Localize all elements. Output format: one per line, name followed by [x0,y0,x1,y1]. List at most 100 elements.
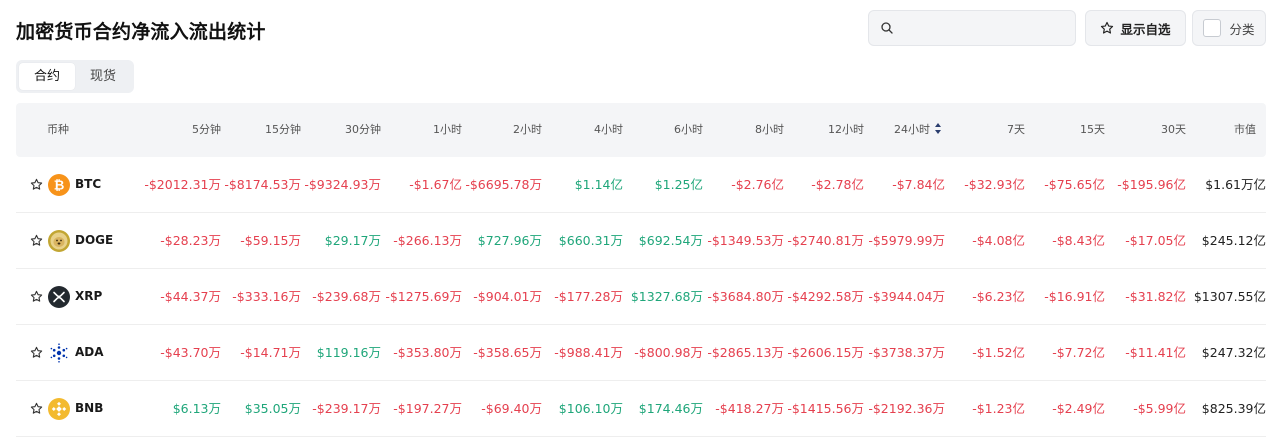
netflow-7d: -$32.93亿 [964,177,1025,192]
netflow-5m: -$2012.31万 [144,177,221,192]
netflow-8h: -$2865.13万 [707,345,784,360]
netflow-table: 币种 5分钟 15分钟 30分钟 1小时 2小时 4小时 6小时 8小时 12小… [16,103,1266,437]
header-6h[interactable]: 6小时 [674,123,703,136]
netflow-30d: -$31.82亿 [1125,289,1186,304]
header-7d[interactable]: 7天 [1007,123,1025,136]
favorite-star-icon[interactable] [30,346,43,359]
netflow-24h: -$3738.37万 [868,345,945,360]
netflow-8h: -$418.27万 [715,401,784,416]
coin-symbol[interactable]: BNB [75,401,104,415]
header-15m[interactable]: 15分钟 [265,123,301,136]
coin-symbol[interactable]: BTC [75,177,102,191]
header-1h[interactable]: 1小时 [433,123,462,136]
favorite-star-icon[interactable] [30,178,43,191]
netflow-2h: $727.96万 [477,233,542,248]
coin-symbol[interactable]: DOGE [75,233,114,247]
netflow-5m: -$28.23万 [160,233,221,248]
netflow-30d: -$195.96亿 [1117,177,1186,192]
header-24h[interactable]: 24小时 [842,103,942,157]
netflow-4h: -$988.41万 [554,345,623,360]
netflow-5m: -$44.37万 [160,289,221,304]
netflow-15d: -$7.72亿 [1052,345,1105,360]
netflow-30d: -$17.05亿 [1125,233,1186,248]
market-cap: $1.61万亿 [1205,177,1266,192]
search-input[interactable] [903,17,1067,41]
netflow-6h: $1.25亿 [654,177,703,192]
netflow-6h: -$800.98万 [634,345,703,360]
show-favorites-label: 显示自选 [1120,21,1171,37]
star-icon [1101,21,1114,34]
netflow-4h: -$177.28万 [554,289,623,304]
netflow-2h: -$6695.78万 [465,177,542,192]
favorite-star-icon[interactable] [30,402,43,415]
sort-icon[interactable] [935,123,942,135]
netflow-12h: -$2740.81万 [787,233,864,248]
category-toggle[interactable]: 分类 [1192,10,1266,46]
coin-symbol[interactable]: XRP [75,289,103,303]
doge-icon [48,230,70,252]
netflow-4h: $106.10万 [558,401,623,416]
netflow-12h: -$4292.58万 [787,289,864,304]
netflow-15m: -$14.71万 [240,345,301,360]
header-30m[interactable]: 30分钟 [345,123,381,136]
netflow-2h: -$69.40万 [481,401,542,416]
svg-text:₿: ₿ [54,179,65,194]
table-header: 币种 5分钟 15分钟 30分钟 1小时 2小时 4小时 6小时 8小时 12小… [16,103,1266,157]
favorite-star-icon[interactable] [30,234,43,247]
netflow-30m: -$239.17万 [312,401,381,416]
header-8h[interactable]: 8小时 [755,123,784,136]
table-row[interactable]: DOGE -$28.23万 -$59.15万 $29.17万 -$266.13万 $727… [16,213,1266,269]
search-icon [881,22,893,34]
netflow-30m: -$9324.93万 [304,177,381,192]
netflow-6h: $174.46万 [638,401,703,416]
netflow-30d: -$5.99亿 [1133,401,1186,416]
header-2h[interactable]: 2小时 [513,123,542,136]
search-box[interactable] [868,10,1076,46]
netflow-15m: -$59.15万 [240,233,301,248]
market-cap: $245.12亿 [1201,233,1266,248]
header-24h-label: 24小时 [894,123,930,136]
header-30d[interactable]: 30天 [1161,123,1186,136]
netflow-15m: -$8174.53万 [224,177,301,192]
netflow-30m: $29.17万 [324,233,381,248]
header-4h[interactable]: 4小时 [594,123,623,136]
header-5m[interactable]: 5分钟 [192,123,221,136]
netflow-15d: -$75.65亿 [1044,177,1105,192]
netflow-15d: -$16.91亿 [1044,289,1105,304]
market-cap: $1307.55亿 [1193,289,1266,304]
show-favorites-button[interactable]: 显示自选 [1085,10,1186,46]
table-row[interactable]: ADA -$43.70万 -$14.71万 $119.16万 -$353.80万 -$35… [16,325,1266,381]
netflow-1h: -$266.13万 [393,233,462,248]
netflow-15m: $35.05万 [244,401,301,416]
table-row[interactable]: ₿ BTC -$2012.31万 -$8174.53万 -$9324.93万 -$1.67… [16,157,1266,213]
header-12h[interactable]: 12小时 [828,123,864,136]
netflow-4h: $1.14亿 [574,177,623,192]
tab-spot[interactable]: 现货 [89,69,116,84]
netflow-8h: -$2.76亿 [731,177,784,192]
market-type-tabs: 合约 现货 [16,60,134,93]
table-row[interactable]: XRP -$44.37万 -$333.16万 -$239.68万 -$1275.69万 -… [16,269,1266,325]
category-label: 分类 [1229,21,1255,37]
netflow-12h: -$2606.15万 [787,345,864,360]
netflow-5m: $6.13万 [172,401,221,416]
netflow-7d: -$1.52亿 [972,345,1025,360]
header-15d[interactable]: 15天 [1080,123,1105,136]
favorite-star-icon[interactable] [30,290,43,303]
netflow-30m: -$239.68万 [312,289,381,304]
xrp-icon [48,286,70,308]
netflow-24h: -$7.84亿 [892,177,945,192]
category-checkbox[interactable] [1203,19,1222,37]
netflow-8h: -$3684.80万 [707,289,784,304]
table-row[interactable]: BNB $6.13万 $35.05万 -$239.17万 -$197.27万 -$69.4… [16,381,1266,437]
tab-futures[interactable]: 合约 [19,63,75,90]
coin-symbol[interactable]: ADA [75,345,104,359]
netflow-7d: -$4.08亿 [972,233,1025,248]
netflow-7d: -$6.23亿 [972,289,1025,304]
netflow-6h: $692.54万 [638,233,703,248]
netflow-7d: -$1.23亿 [972,401,1025,416]
header-market-cap[interactable]: 市值 [1234,123,1256,136]
netflow-1h: -$1275.69万 [385,289,462,304]
netflow-1h: -$197.27万 [393,401,462,416]
netflow-4h: $660.31万 [558,233,623,248]
netflow-12h: -$1415.56万 [787,401,864,416]
